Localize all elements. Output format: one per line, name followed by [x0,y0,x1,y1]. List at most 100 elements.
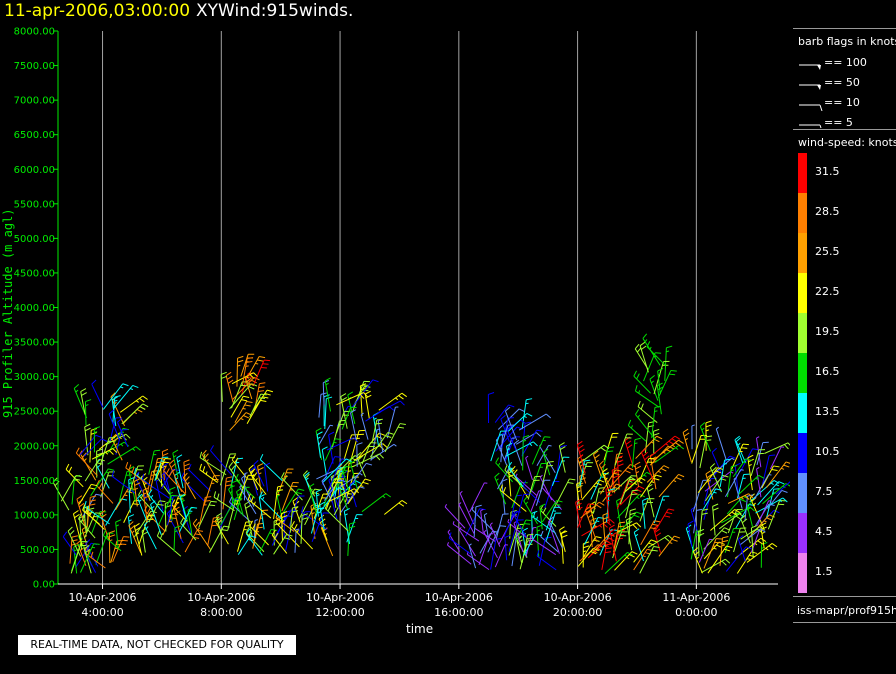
wind-barb [581,479,605,501]
wind-barb [70,541,88,574]
barb-sample-icon [799,124,822,129]
wind-barb [522,480,541,503]
wind-barb [616,522,642,534]
wind-barb [733,477,743,509]
wind-barb [259,491,283,521]
colorbar-swatch [798,513,807,553]
wind-barb [518,413,552,431]
wind-barb [86,495,97,527]
y-axis-title: 915 Profiler Altitude (m agl) [1,208,15,418]
wind-barb [360,412,369,440]
wind-barb [480,508,484,534]
title-product: XYWind:915winds. [196,1,354,21]
wind-barb [179,506,198,533]
wind-barb [756,500,772,526]
y-tick-label: 5000.00 [14,234,55,245]
wind-barb [473,504,482,538]
wind-barb [143,520,157,550]
wind-barb [531,436,551,465]
wind-barb [687,520,694,547]
wind-barb [123,406,146,424]
wind-barb [635,409,657,441]
wind-barb [529,534,557,556]
wind-barb [236,355,244,387]
wind-barb [718,513,745,530]
wind-barb [188,463,211,492]
wind-barb [91,448,118,460]
x-tick-date: 10-Apr-2006 [425,591,493,604]
wind-barb [504,534,511,561]
wind-barb [527,475,541,500]
wind-barb [247,355,266,377]
wind-barb [614,433,633,466]
wind-barb [619,475,637,505]
wind-barb [715,426,727,460]
wind-barb [102,383,129,410]
wind-barb [530,462,548,493]
wind-barb [252,389,274,412]
wind-barb [458,502,475,535]
wind-barb [371,418,383,443]
wind-barb [315,489,323,517]
colorbar-swatch [798,233,807,273]
colorbar-swatch [798,353,807,393]
wind-barb [499,424,515,451]
wind-barb [84,438,108,457]
y-tick-label: 4000.00 [14,303,55,314]
wind-barb [324,479,346,501]
wind-barb [213,491,235,512]
wind-barb [541,499,563,523]
x-tick-time: 12:00:00 [315,606,364,619]
wind-barb [102,529,122,552]
wind-barb [298,488,321,520]
wind-barb [198,500,217,528]
wind-barb [95,532,114,565]
wind-barb [184,529,204,553]
wind-barb [324,377,331,412]
wind-barb [249,393,267,418]
wind-barb [318,487,345,514]
x-tick-date: 10-Apr-2006 [187,591,255,604]
wind-barb [653,524,662,553]
y-tick-label: 1500.00 [14,476,55,487]
wind-barb [507,412,533,433]
wind-barb [125,461,148,485]
wind-barb [158,494,178,526]
wind-barb [273,485,284,519]
wind-barb [444,503,466,529]
title-datetime: 11-apr-2006,03:00:00 [4,1,191,21]
wind-barb [93,426,101,453]
wind-barb [115,428,128,455]
y-axis: 0.00 500.00 1000.00 1500.00 2000.00 2500.00 30… [14,27,59,591]
x-tick-time: 8:00:00 [200,606,242,619]
wind-barb [703,477,717,505]
wind-barb [580,501,605,519]
wind-barb [605,486,613,523]
x-tick-date: 10-Apr-2006 [69,591,137,604]
wind-barb [179,493,187,520]
wind-barb [99,437,116,466]
wind-barb [658,535,681,557]
colorbar-swatch [798,393,807,433]
wind-barb [525,527,537,558]
wind-barb [67,526,82,557]
colorbar-swatch [798,473,807,513]
wind-barb [60,474,83,502]
wind-barb [576,440,586,474]
legend-separator [793,129,896,130]
wind-barb [154,456,169,481]
wind-barb [633,370,651,394]
wind-barb [709,463,722,493]
y-tick-label: 2000.00 [14,441,55,452]
colorbar-swatch [798,553,807,593]
wind-barb [180,517,197,541]
wind-barb [697,467,724,493]
wind-barb [326,478,345,509]
wind-barb [369,432,394,458]
wind-barb [508,519,524,552]
wind-barb [707,545,733,574]
wind-barb [75,447,98,477]
x-tick-date: 11-Apr-2006 [662,591,730,604]
wind-barb [294,528,300,553]
wind-barb [538,536,552,566]
